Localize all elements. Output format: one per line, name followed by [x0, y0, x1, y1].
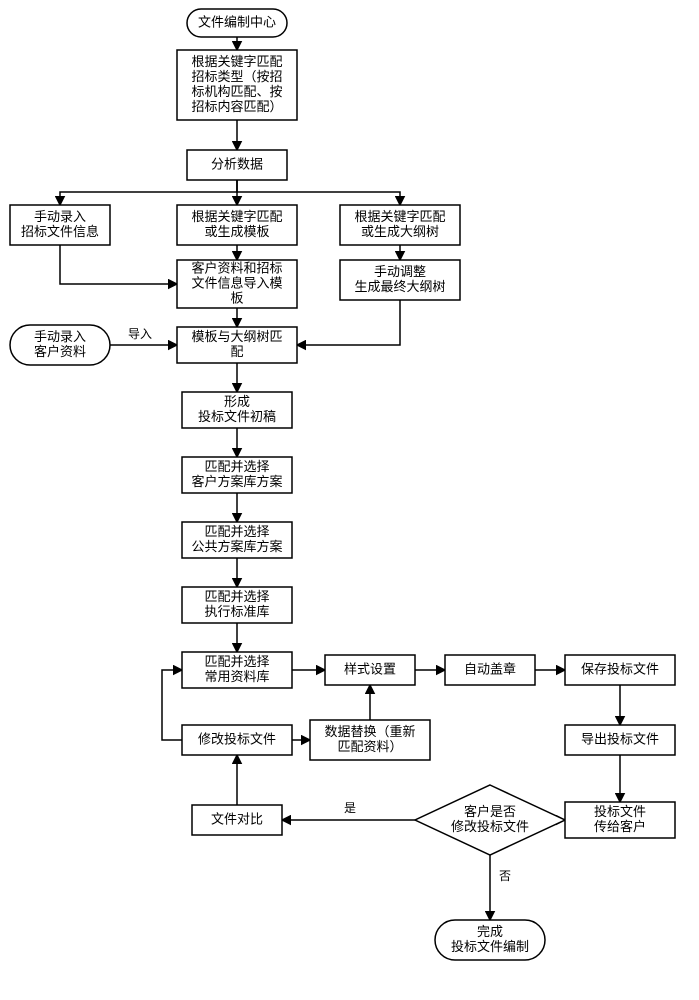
- node-text: 修改投标文件: [451, 819, 529, 834]
- node-n3r: 根据关键字匹配或生成大纲树: [340, 205, 460, 245]
- node-d1: 客户是否修改投标文件: [415, 785, 565, 855]
- node-n12: 自动盖章: [445, 655, 535, 685]
- node-text: 数据替换（重新: [324, 724, 415, 739]
- node-text: 或生成模板: [204, 224, 269, 239]
- node-text: 模板与大纲树匹: [191, 329, 282, 344]
- node-text: 常用资料库: [204, 669, 269, 684]
- node-text: 匹配并选择: [204, 524, 269, 539]
- node-text: 生成最终大纲树: [354, 279, 445, 294]
- edge: [297, 300, 400, 345]
- node-text: 样式设置: [344, 661, 396, 676]
- node-text: 手动录入: [34, 329, 86, 344]
- node-text: 手动录入: [34, 209, 86, 224]
- node-text: 根据关键字匹配: [191, 54, 282, 69]
- edge-label: 否: [499, 869, 511, 883]
- node-n7: 匹配并选择客户方案库方案: [182, 457, 292, 493]
- node-n3l: 手动录入招标文件信息: [10, 205, 110, 245]
- node-n16: 导出投标文件: [565, 725, 675, 755]
- node-text: 传给客户: [594, 819, 646, 834]
- edge-label: 导入: [128, 327, 152, 341]
- node-text: 分析数据: [211, 156, 263, 171]
- node-text: 或生成大纲树: [361, 224, 439, 239]
- node-n15: 数据替换（重新匹配资料）: [310, 720, 430, 760]
- node-n4r: 手动调整生成最终大纲树: [340, 260, 460, 300]
- edge: [60, 245, 177, 284]
- node-text: 手动调整: [374, 264, 426, 279]
- node-text: 根据关键字匹配: [191, 209, 282, 224]
- node-n10: 匹配并选择常用资料库: [182, 652, 292, 688]
- node-text: 投标文件初稿: [198, 409, 276, 424]
- node-text: 投标文件: [594, 804, 646, 819]
- node-n9: 匹配并选择执行标准库: [182, 587, 292, 623]
- node-end: 完成投标文件编制: [435, 920, 545, 960]
- node-text: 保存投标文件: [581, 661, 659, 676]
- node-text: 招标类型（按招: [191, 69, 282, 84]
- node-text: 自动盖章: [464, 661, 516, 676]
- node-text: 文件信息导入模: [191, 275, 282, 290]
- node-n3c: 根据关键字匹配或生成模板: [177, 205, 297, 245]
- node-text: 匹配并选择: [204, 589, 269, 604]
- node-n1: 根据关键字匹配招标类型（按招标机构匹配、按招标内容匹配）: [177, 50, 297, 120]
- node-text: 修改投标文件: [198, 731, 276, 746]
- node-n5: 模板与大纲树匹配: [177, 327, 297, 363]
- node-n13: 保存投标文件: [565, 655, 675, 685]
- node-text: 客户是否: [464, 804, 516, 819]
- node-n6: 形成投标文件初稿: [182, 392, 292, 428]
- node-n2: 分析数据: [187, 150, 287, 180]
- node-n17: 文件对比: [192, 805, 282, 835]
- node-n4c: 客户资料和招标文件信息导入模板: [177, 260, 297, 308]
- edge: [60, 180, 237, 205]
- edge: [162, 670, 182, 740]
- node-text: 匹配并选择: [204, 654, 269, 669]
- node-text: 投标文件编制: [451, 939, 529, 954]
- edge-label: 是: [344, 801, 356, 815]
- node-text: 执行标准库: [204, 604, 269, 619]
- node-text: 公共方案库方案: [191, 539, 282, 554]
- node-n5in: 手动录入客户资料: [10, 325, 110, 365]
- node-text: 匹配资料）: [337, 739, 402, 754]
- node-text: 客户资料和招标: [191, 260, 282, 275]
- node-text: 导出投标文件: [581, 731, 659, 746]
- node-n8: 匹配并选择公共方案库方案: [182, 522, 292, 558]
- node-text: 标机构匹配、按: [191, 84, 282, 99]
- node-text: 文件编制中心: [198, 14, 276, 29]
- node-text: 客户资料: [34, 344, 86, 359]
- node-text: 板: [230, 290, 243, 305]
- node-n11: 样式设置: [325, 655, 415, 685]
- node-start: 文件编制中心: [187, 9, 287, 37]
- node-text: 形成: [224, 394, 250, 409]
- node-text: 文件对比: [211, 811, 263, 826]
- node-n18: 投标文件传给客户: [565, 802, 675, 838]
- node-n14: 修改投标文件: [182, 725, 292, 755]
- node-text: 客户方案库方案: [191, 474, 282, 489]
- node-text: 完成: [477, 924, 503, 939]
- node-text: 根据关键字匹配: [354, 209, 445, 224]
- node-text: 招标内容匹配）: [191, 99, 282, 114]
- node-text: 匹配并选择: [204, 459, 269, 474]
- node-text: 配: [230, 344, 243, 359]
- node-text: 招标文件信息: [21, 224, 99, 239]
- edge: [237, 180, 400, 205]
